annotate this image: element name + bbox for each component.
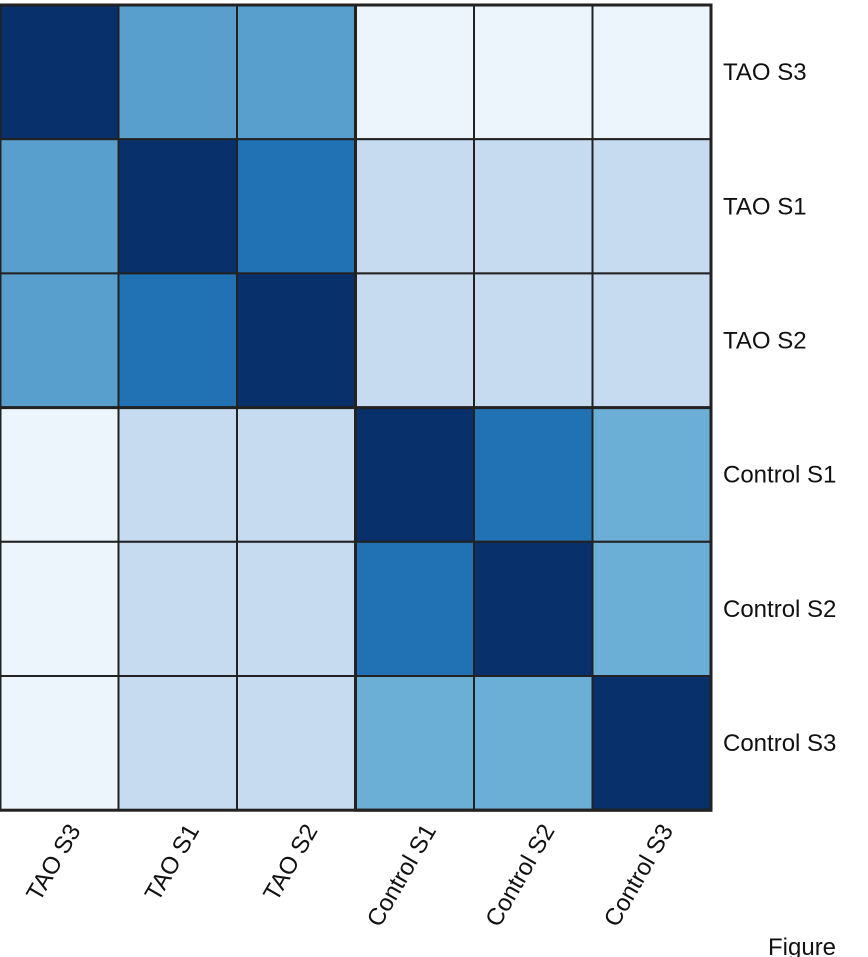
row-label: Control S2 <box>723 596 836 623</box>
heatmap-cell <box>236 4 357 141</box>
heatmap-cell <box>473 138 594 275</box>
heatmap-cell <box>0 138 120 275</box>
column-labels: TAO S3 TAO S1 TAO S2 Control S1 Control S2 Co… <box>21 820 679 932</box>
heatmap-cell <box>354 675 475 812</box>
heatmap-cell <box>354 138 475 275</box>
heatmap-cell <box>117 138 238 275</box>
heatmap-cell <box>236 675 357 812</box>
heatmap-cell <box>0 4 120 141</box>
heatmap-cell <box>591 272 712 409</box>
heatmap-frame <box>0 3 713 812</box>
heatmap-cell <box>473 4 594 141</box>
row-label: Control S1 <box>723 462 836 489</box>
heatmap-cell <box>591 4 712 141</box>
row-label: TAO S2 <box>723 328 807 355</box>
heatmap-cell <box>354 406 475 543</box>
row-label: TAO S3 <box>723 59 807 86</box>
column-label: TAO S3 <box>21 820 86 906</box>
heatmap-cell <box>0 540 120 677</box>
heatmap-cell <box>354 272 475 409</box>
row-labels: TAO S3 TAO S1 TAO S2 Control S1 Control S2 Co… <box>723 59 836 757</box>
heatmap-cells <box>0 4 712 812</box>
heatmap-cell <box>473 540 594 677</box>
heatmap-cell <box>354 4 475 141</box>
heatmap-cell <box>473 272 594 409</box>
column-label: TAO S1 <box>140 820 205 906</box>
heatmap-cell <box>354 540 475 677</box>
heatmap-cell <box>0 406 120 543</box>
heatmap-cell <box>117 540 238 677</box>
row-label: Control S3 <box>723 730 836 757</box>
heatmap-cell <box>236 406 357 543</box>
heatmap-cell <box>117 406 238 543</box>
heatmap-cell <box>473 406 594 543</box>
heatmap-cell <box>0 675 120 812</box>
heatmap-cell <box>591 138 712 275</box>
heatmap-cell <box>236 540 357 677</box>
figure-caption: Figure <box>768 934 836 957</box>
heatmap-cell <box>591 675 712 812</box>
heatmap-cell <box>117 4 238 141</box>
heatmap-cell <box>117 272 238 409</box>
column-label: Control S2 <box>480 820 560 932</box>
heatmap-cell <box>0 272 120 409</box>
column-label: Control S1 <box>362 820 442 932</box>
heatmap-cell <box>591 540 712 677</box>
heatmap-cell <box>236 272 357 409</box>
heatmap-cell <box>473 675 594 812</box>
heatmap-cell <box>236 138 357 275</box>
heatmap-cell <box>591 406 712 543</box>
column-label: TAO S2 <box>258 820 323 906</box>
heatmap-cell <box>117 675 238 812</box>
column-label: Control S3 <box>599 820 679 932</box>
heatmap-block-borders <box>0 3 713 812</box>
row-label: TAO S1 <box>723 193 807 220</box>
